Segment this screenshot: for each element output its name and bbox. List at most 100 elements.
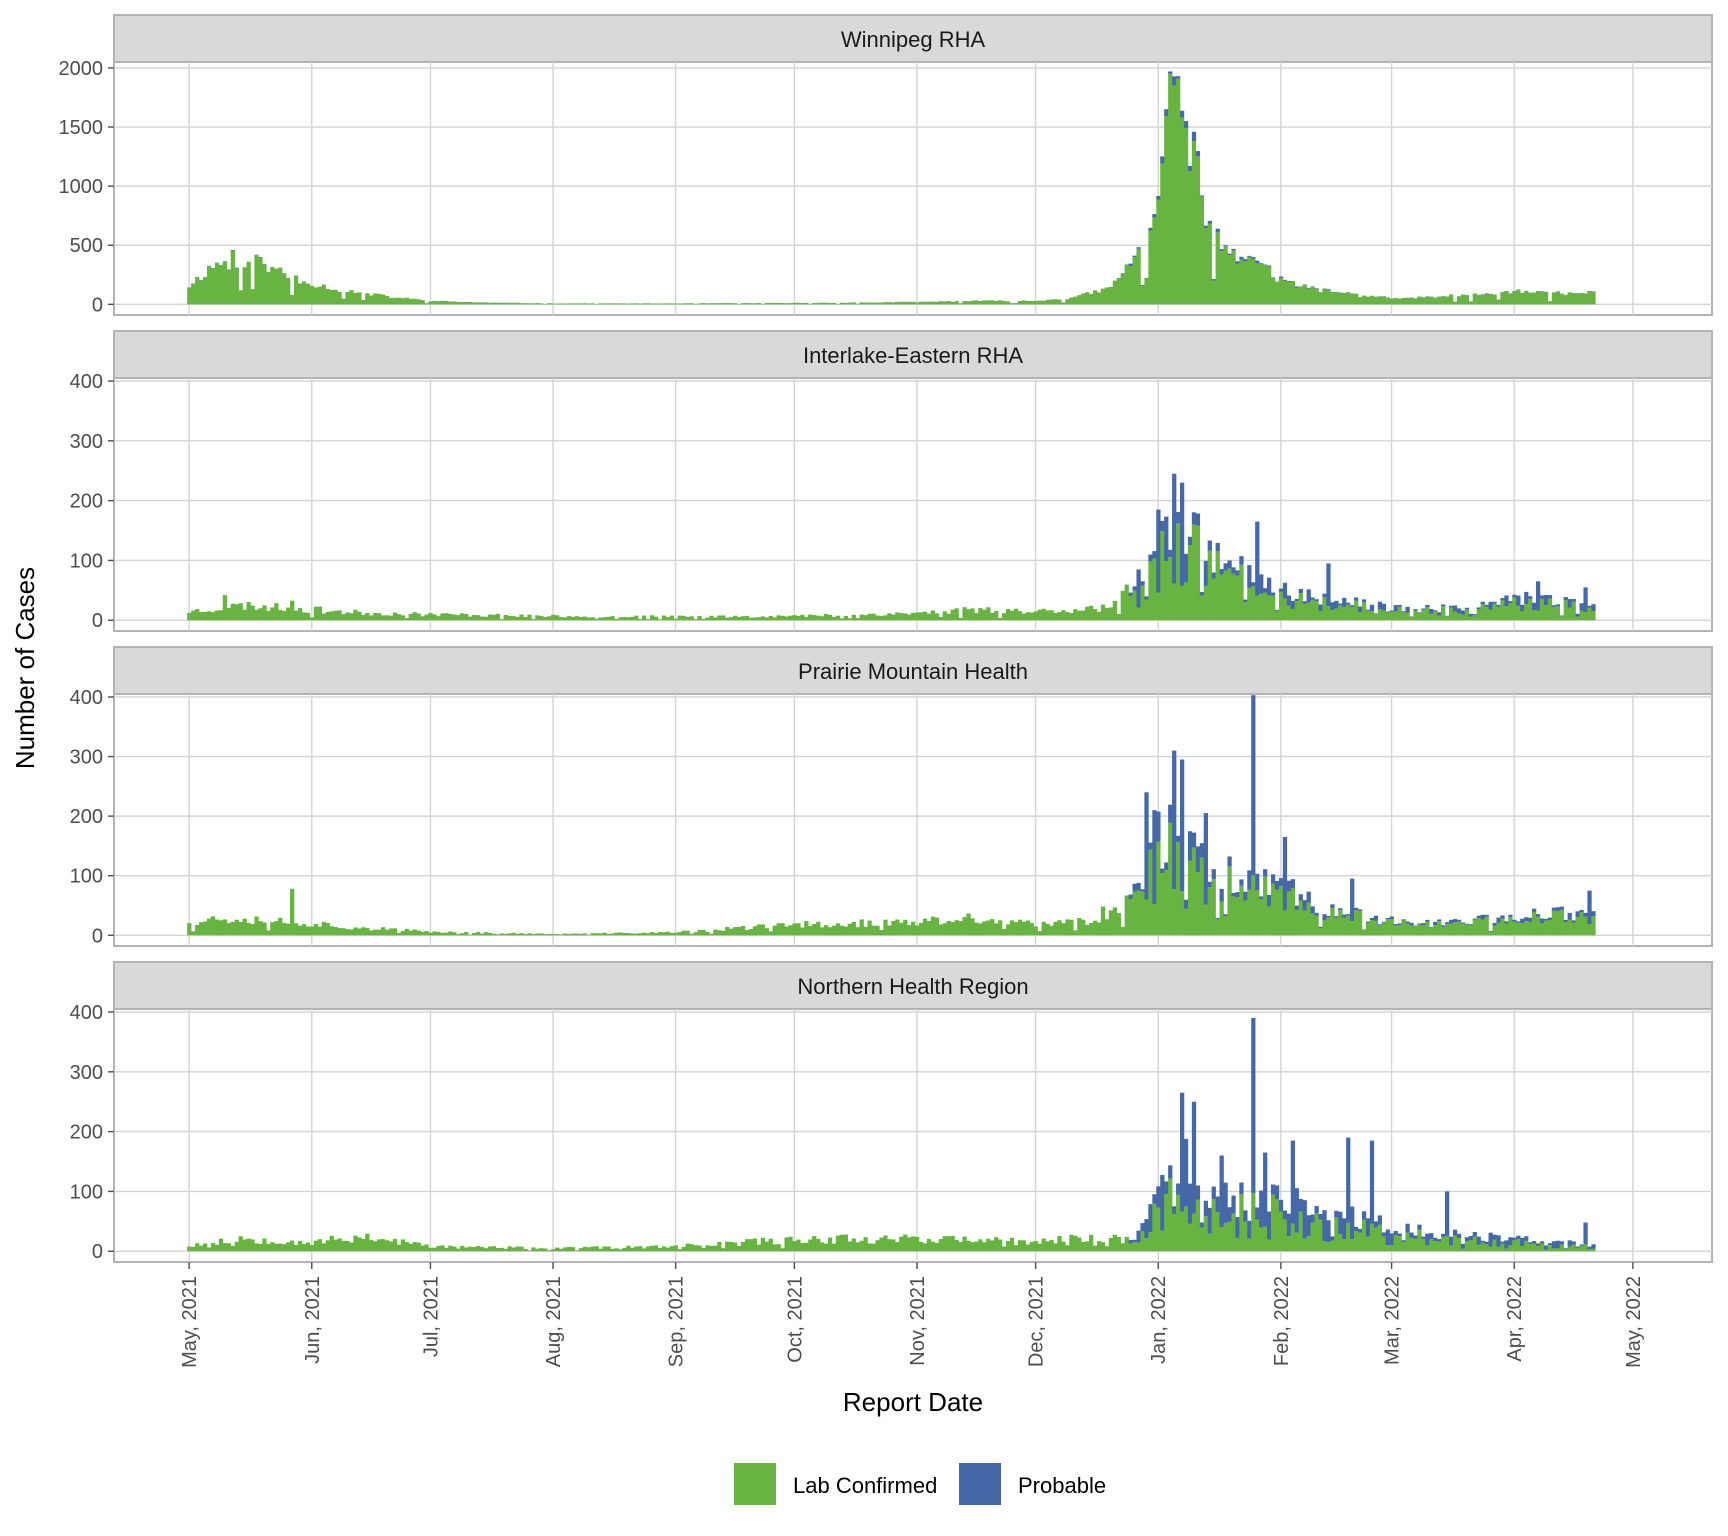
bar-lab-confirmed bbox=[1417, 924, 1422, 936]
bar-probable bbox=[1591, 604, 1596, 612]
bar-lab-confirmed bbox=[1231, 250, 1236, 305]
bar-lab-confirmed bbox=[978, 1239, 983, 1252]
bar-lab-confirmed bbox=[1476, 295, 1481, 305]
bar-lab-confirmed bbox=[1009, 610, 1015, 621]
bar-lab-confirmed bbox=[1468, 1240, 1473, 1252]
bar-lab-confirmed bbox=[341, 1240, 346, 1252]
bar-lab-confirmed bbox=[1191, 847, 1197, 936]
bar-lab-confirmed bbox=[487, 932, 493, 936]
bar-lab-confirmed bbox=[1326, 1242, 1331, 1252]
bar-lab-confirmed bbox=[1318, 611, 1323, 621]
bar-probable bbox=[1187, 536, 1193, 546]
bar-lab-confirmed bbox=[1001, 301, 1007, 305]
bar-lab-confirmed bbox=[843, 302, 849, 305]
bar-lab-confirmed bbox=[1255, 1219, 1260, 1252]
bar-lab-confirmed bbox=[412, 612, 417, 621]
bar-lab-confirmed bbox=[891, 614, 896, 621]
bar-lab-confirmed bbox=[1231, 1213, 1236, 1252]
bar-lab-confirmed bbox=[764, 1241, 769, 1252]
bar-lab-confirmed bbox=[681, 303, 686, 305]
y-tick-label: 400 bbox=[70, 1002, 103, 1024]
bar-lab-confirmed bbox=[464, 301, 469, 305]
bar-lab-confirmed bbox=[1274, 611, 1280, 621]
bar-lab-confirmed bbox=[432, 614, 437, 621]
bar-lab-confirmed bbox=[1160, 531, 1165, 621]
bar-lab-confirmed bbox=[606, 933, 611, 936]
bar-lab-confirmed bbox=[254, 255, 259, 305]
bar-lab-confirmed bbox=[468, 616, 473, 621]
bar-lab-confirmed bbox=[942, 611, 947, 621]
bar-lab-confirmed bbox=[934, 917, 940, 936]
bar-lab-confirmed bbox=[1160, 873, 1165, 936]
bar-lab-confirmed bbox=[661, 932, 667, 936]
bar-lab-confirmed bbox=[519, 303, 524, 305]
bar-lab-confirmed bbox=[1330, 907, 1335, 936]
bar-lab-confirmed bbox=[1144, 1238, 1149, 1252]
bar-lab-confirmed bbox=[646, 933, 651, 936]
bar-lab-confirmed bbox=[1069, 613, 1074, 621]
bar-probable bbox=[1215, 918, 1220, 920]
bar-lab-confirmed bbox=[926, 921, 932, 936]
bar-probable bbox=[1290, 281, 1296, 282]
bar-lab-confirmed bbox=[978, 608, 983, 621]
bar-lab-confirmed bbox=[452, 301, 457, 305]
bar-lab-confirmed bbox=[1310, 1222, 1315, 1252]
bar-lab-confirmed bbox=[602, 932, 607, 936]
bar-probable bbox=[1267, 265, 1272, 267]
bar-lab-confirmed bbox=[1567, 292, 1572, 305]
bar-lab-confirmed bbox=[1033, 1240, 1038, 1252]
bar-lab-confirmed bbox=[788, 303, 793, 305]
bar-probable bbox=[1389, 916, 1394, 920]
bar-lab-confirmed bbox=[907, 614, 912, 621]
bar-lab-confirmed bbox=[483, 302, 489, 305]
bar-lab-confirmed bbox=[1516, 922, 1521, 936]
bar-lab-confirmed bbox=[768, 302, 773, 305]
bar-lab-confirmed bbox=[1144, 599, 1149, 621]
bar-lab-confirmed bbox=[1508, 1245, 1513, 1252]
bar-lab-confirmed bbox=[717, 930, 722, 936]
bar-lab-confirmed bbox=[1140, 891, 1145, 936]
bar-lab-confirmed bbox=[519, 933, 524, 936]
bar-probable bbox=[1425, 919, 1430, 922]
bar-lab-confirmed bbox=[1033, 926, 1038, 936]
bar-lab-confirmed bbox=[1591, 291, 1596, 305]
bar-probable bbox=[1326, 288, 1331, 290]
bar-probable bbox=[1294, 905, 1299, 911]
bar-lab-confirmed bbox=[1029, 612, 1034, 621]
bar-lab-confirmed bbox=[1191, 1213, 1197, 1252]
bar-probable bbox=[1512, 594, 1517, 598]
bar-probable bbox=[1306, 1215, 1311, 1237]
bar-probable bbox=[1373, 915, 1379, 921]
bar-lab-confirmed bbox=[440, 932, 445, 936]
bar-probable bbox=[1286, 1213, 1292, 1237]
bar-lab-confirmed bbox=[1330, 292, 1335, 305]
bar-lab-confirmed bbox=[1247, 889, 1252, 936]
bar-lab-confirmed bbox=[586, 617, 591, 621]
bar-lab-confirmed bbox=[598, 303, 603, 305]
bar-lab-confirmed bbox=[1108, 286, 1114, 305]
bar-lab-confirmed bbox=[531, 1247, 536, 1252]
bar-lab-confirmed bbox=[1219, 901, 1224, 936]
bar-probable bbox=[1164, 1181, 1169, 1195]
bar-lab-confirmed bbox=[982, 609, 987, 621]
bar-lab-confirmed bbox=[867, 302, 872, 305]
legend-key-lab-confirmed bbox=[734, 1463, 776, 1505]
bar-lab-confirmed bbox=[1120, 591, 1125, 621]
bar-lab-confirmed bbox=[293, 923, 299, 936]
bar-lab-confirmed bbox=[661, 303, 667, 305]
bar-probable bbox=[1270, 1184, 1276, 1195]
bar-lab-confirmed bbox=[895, 612, 900, 621]
bar-probable bbox=[1302, 900, 1307, 911]
bar-probable bbox=[1464, 923, 1470, 925]
bar-probable bbox=[1247, 255, 1252, 257]
bar-lab-confirmed bbox=[1445, 1236, 1450, 1252]
bar-lab-confirmed bbox=[1409, 1237, 1414, 1252]
bar-lab-confirmed bbox=[1021, 921, 1027, 936]
bar-probable bbox=[1239, 879, 1244, 886]
x-tick-label: Jun, 2021 bbox=[302, 1276, 324, 1364]
bar-lab-confirmed bbox=[1176, 78, 1181, 305]
bar-probable bbox=[1140, 889, 1145, 892]
bar-probable bbox=[1270, 874, 1276, 884]
bar-lab-confirmed bbox=[1187, 1223, 1193, 1252]
bar-lab-confirmed bbox=[1172, 85, 1177, 305]
